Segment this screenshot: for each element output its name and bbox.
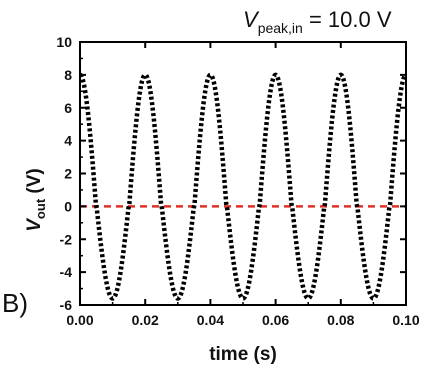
y-tick-label: 4	[64, 133, 72, 149]
y-tick-label: 10	[56, 34, 72, 50]
vout-series-line	[78, 72, 408, 301]
y-tick-label: 6	[64, 100, 72, 116]
series-layer	[78, 72, 408, 301]
plot-area: 10 8 6 4 2 0 -2 -4 -6 0.00 0.02 0.04 0.06 0.08 0.10	[56, 34, 419, 328]
ylabel-rest: (V)	[24, 168, 45, 199]
y-tick-label: 8	[64, 67, 72, 83]
tick-marks	[79, 41, 407, 306]
title-rest: = 10.0 V	[303, 7, 392, 32]
y-tick-label: -6	[60, 297, 73, 313]
x-axis-title: time (s)	[209, 344, 277, 365]
y-tick-label: 0	[64, 198, 72, 214]
x-tick-label: 0.10	[392, 312, 419, 328]
y-axis-title: Vout (V)	[24, 168, 48, 232]
chart-title: Vpeak,in = 10.0 V	[243, 7, 392, 36]
ylabel-symbol: V	[24, 218, 45, 232]
y-tick-label: -4	[60, 264, 73, 280]
y-tick-labels: 10 8 6 4 2 0 -2 -4 -6	[56, 34, 72, 313]
x-tick-label: 0.06	[262, 312, 289, 328]
panel-label: B)	[2, 288, 28, 318]
plot-frame	[79, 41, 407, 306]
title-symbol: V	[243, 7, 260, 32]
title-subscript: peak,in	[258, 20, 303, 36]
x-tick-labels: 0.00 0.02 0.04 0.06 0.08 0.10	[66, 312, 419, 328]
x-tick-label: 0.04	[197, 312, 224, 328]
x-tick-label: 0.00	[66, 312, 93, 328]
x-tick-label: 0.08	[327, 312, 354, 328]
x-tick-label: 0.02	[132, 312, 159, 328]
y-tick-label: -2	[60, 231, 73, 247]
ylabel-subscript: out	[33, 198, 48, 219]
y-tick-label: 2	[64, 166, 72, 182]
